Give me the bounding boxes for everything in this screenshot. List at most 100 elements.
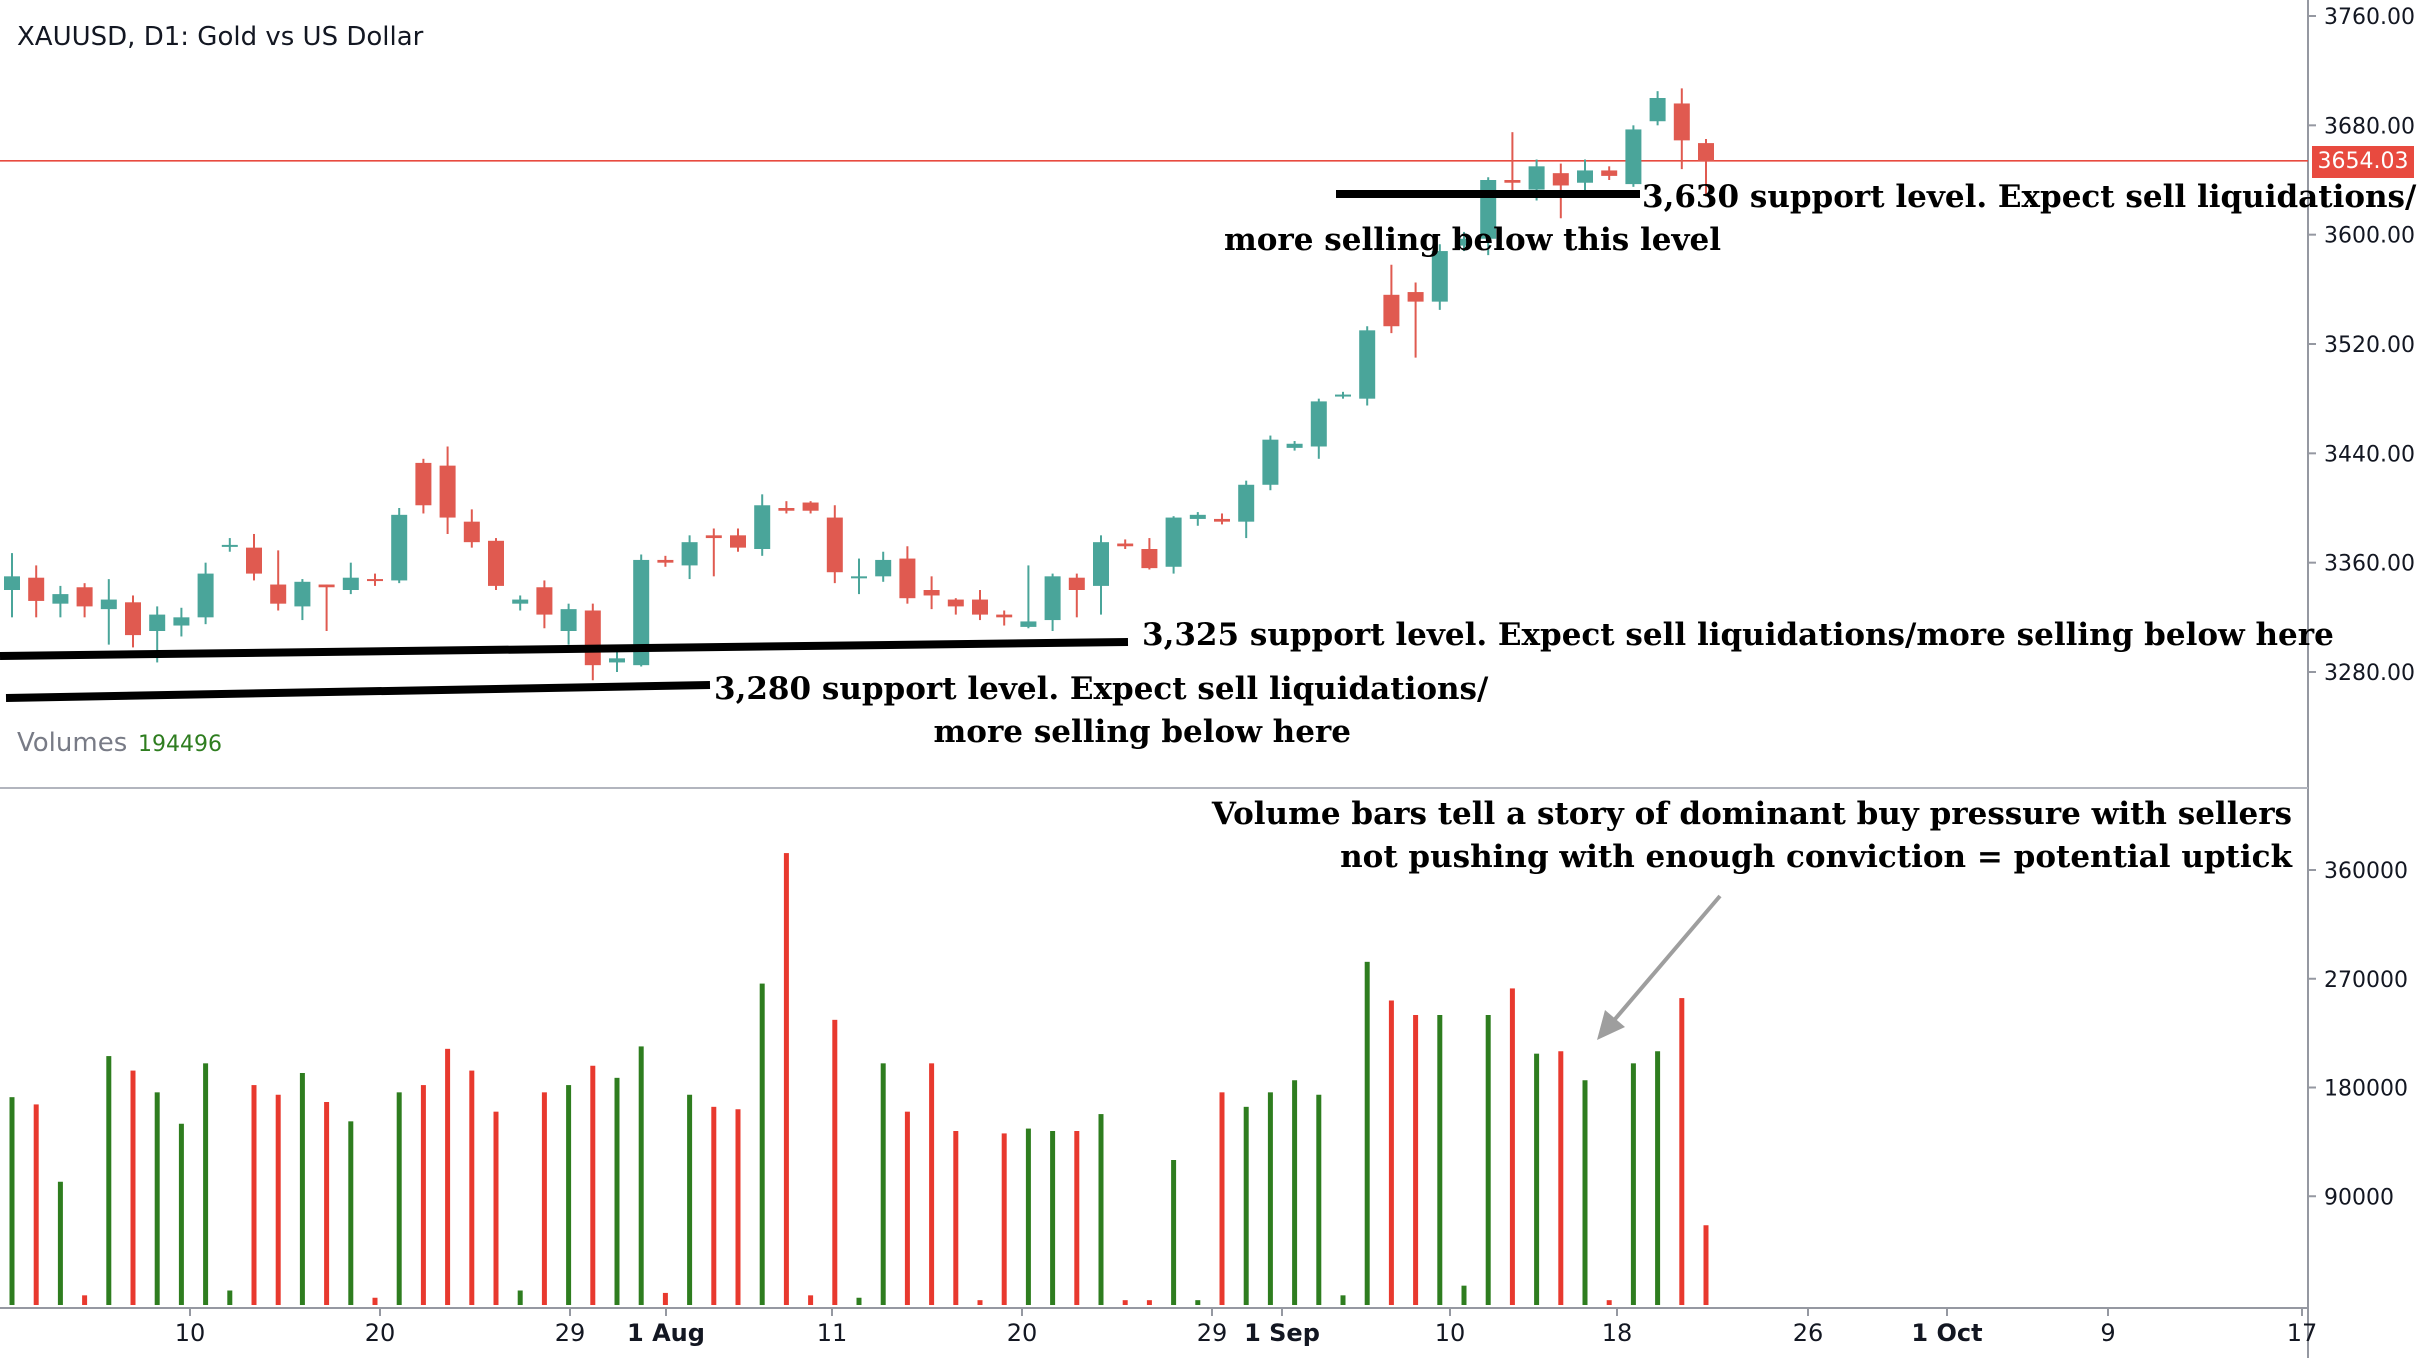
annotation-arrow-shaft <box>1608 894 1722 1027</box>
candle-down <box>1698 143 1714 161</box>
candle-up <box>1310 401 1327 447</box>
candle-up <box>173 617 190 626</box>
volume-bar-up <box>227 1290 233 1305</box>
time-tick-label: 18 <box>1602 1319 1633 1347</box>
volume-bar-down <box>1146 1300 1152 1305</box>
volume-bar-down <box>1606 1300 1612 1305</box>
volume-bar-down <box>130 1070 136 1305</box>
volume-bar-down <box>783 853 789 1305</box>
volume-bar-up <box>517 1290 523 1305</box>
volume-bar-up <box>1195 1300 1201 1305</box>
candlestick-series <box>4 88 1714 681</box>
time-tick-label: 1 Oct <box>1911 1319 1982 1347</box>
volume-note-line1: Volume bars tell a story of dominant buy… <box>1211 796 2292 832</box>
candle-down <box>367 579 383 582</box>
candle-up <box>875 559 892 577</box>
volume-bar-down <box>1219 1092 1225 1305</box>
candle-down <box>1141 549 1158 569</box>
time-tick-label: 20 <box>365 1319 396 1347</box>
volume-bar-up <box>856 1297 862 1305</box>
time-tick-label: 1 Aug <box>627 1319 705 1347</box>
candle-down <box>1504 180 1521 183</box>
candle-up <box>342 577 359 590</box>
volume-bar-down <box>372 1297 378 1305</box>
volume-pane-label: Volumes <box>17 728 128 758</box>
candle-up <box>100 599 117 610</box>
volume-bar-down <box>33 1104 39 1305</box>
volume-bar-up <box>1050 1131 1056 1305</box>
volume-bar-up <box>759 983 765 1305</box>
candle-down <box>778 508 795 511</box>
candle-down <box>1068 577 1085 590</box>
time-tick-label: 9 <box>2100 1319 2115 1347</box>
price-tick-label: 3760.00 <box>2324 5 2415 30</box>
candle-up <box>1335 394 1351 397</box>
chart-title: XAUUSD, D1: Gold vs US Dollar <box>17 22 424 52</box>
candle-down <box>657 559 674 563</box>
candle-up <box>1456 238 1472 246</box>
volume-bar-down <box>420 1085 426 1305</box>
candle-up <box>149 614 166 631</box>
volume-bar-down <box>82 1295 88 1305</box>
volume-bar-down <box>275 1094 281 1305</box>
time-axis: 10 20 29 1 Aug 11 20 29 1 Sep 10 18 26 1 Oct 9 17 <box>175 1308 2317 1347</box>
volume-bar-up <box>1364 961 1370 1305</box>
volume-bar-down <box>445 1048 451 1305</box>
candle-up <box>1528 166 1545 190</box>
volume-bar-up <box>1582 1080 1588 1305</box>
time-tick-label: 20 <box>1007 1319 1038 1347</box>
volume-bar-up <box>106 1056 112 1305</box>
volume-bar-down <box>711 1106 717 1305</box>
volume-bar-down <box>1558 1051 1564 1305</box>
candle-down <box>1383 294 1400 327</box>
price-tick-label: 3360.00 <box>2324 552 2415 577</box>
volume-bar-up <box>1630 1063 1636 1305</box>
time-tick-label: 29 <box>1197 1319 1228 1347</box>
volume-bar-up <box>57 1181 63 1305</box>
candle-down <box>415 462 432 506</box>
candle-down <box>705 535 722 539</box>
volume-bar-up <box>1267 1092 1273 1305</box>
volume-bar-down <box>977 1300 983 1305</box>
volume-bar-down <box>735 1109 741 1305</box>
candle-down <box>923 590 940 596</box>
candle-up <box>609 658 625 663</box>
price-axis: 3760.00 3680.00 3600.00 3520.00 3440.00 3360.… <box>2308 5 2415 686</box>
volume-bar-up <box>9 1097 15 1305</box>
candle-up <box>4 576 20 590</box>
candle-up <box>221 544 238 547</box>
time-tick-label: 26 <box>1793 1319 1824 1347</box>
candle-down <box>972 599 988 615</box>
candle-down <box>1601 170 1618 176</box>
candle-down <box>947 599 964 607</box>
volume-bar-up <box>1243 1106 1249 1305</box>
volume-bar-down <box>808 1295 814 1305</box>
time-tick-label: 10 <box>1435 1319 1466 1347</box>
volume-tick-label: 90000 <box>2324 1185 2394 1210</box>
volume-bar-down <box>953 1131 959 1305</box>
volume-bar-down <box>541 1092 547 1305</box>
candle-down <box>125 602 141 636</box>
candle-down <box>584 610 601 666</box>
candle-up <box>1431 251 1448 302</box>
candle-down <box>76 587 93 607</box>
candle-down <box>246 547 262 574</box>
volume-tick-label: 270000 <box>2324 968 2408 993</box>
volume-note-line2: not pushing with enough conviction = pot… <box>1340 839 2292 875</box>
candle-down <box>488 540 504 586</box>
volume-bar-up <box>1025 1128 1031 1305</box>
support-line-3325 <box>0 638 1129 660</box>
volume-tick-label: 360000 <box>2324 859 2408 884</box>
volume-bar-up <box>203 1063 209 1305</box>
volume-bar-up <box>154 1092 160 1305</box>
candle-up <box>754 505 771 549</box>
volume-bar-up <box>348 1121 354 1305</box>
candle-up <box>1020 621 1037 627</box>
annotation-3280-line2: more selling below here <box>933 714 1352 750</box>
support-line-3280 <box>5 681 711 702</box>
candle-up <box>1238 484 1255 522</box>
volume-bar-down <box>1703 1225 1709 1305</box>
volume-bar-down <box>1122 1300 1128 1305</box>
candle-up <box>512 599 529 604</box>
